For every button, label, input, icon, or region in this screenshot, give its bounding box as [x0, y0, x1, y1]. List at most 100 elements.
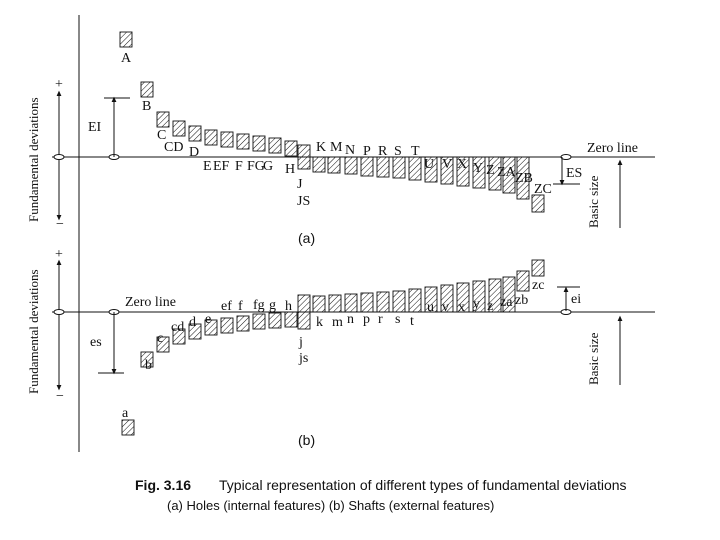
panel-a-deviation-box	[119, 31, 133, 48]
panel-b-letter: zc	[532, 278, 544, 293]
panel-b-deviation-box	[531, 259, 545, 277]
panel-a-letter: N	[345, 143, 355, 158]
panel-b-letter: n	[347, 312, 354, 327]
panel-a-minus: −	[56, 217, 64, 232]
panel-a-letter: F	[235, 159, 243, 174]
panel-b-letter: b	[145, 358, 152, 373]
panel-a-letter: G	[263, 159, 273, 174]
panel-b-letter: p	[363, 312, 370, 327]
panel-b-letter: t	[410, 314, 414, 329]
panel-b-plus: +	[55, 247, 63, 262]
panel-a-deviation-box	[236, 133, 250, 150]
panel-b-deviation-box	[440, 284, 454, 313]
panel-b-deviation-box	[502, 276, 516, 313]
panel-a-letter: FG	[247, 159, 265, 174]
panel-a-letter: J	[297, 177, 303, 192]
panel-a-letter: CD	[164, 140, 183, 155]
panel-a-axis-label: Fundamental deviations	[26, 97, 41, 222]
panel-b-deviation-box	[204, 319, 218, 336]
panel-b-letter: e	[205, 312, 211, 327]
panel-a-deviation-box	[440, 156, 454, 185]
panel-a-letter: M	[330, 140, 343, 155]
panel-a-deviation-box	[156, 111, 170, 128]
panel-b: Fundamental deviations + − es ei Zero li…	[26, 247, 655, 448]
panel-a-deviation-box	[252, 135, 266, 152]
panel-b-deviation-box	[472, 280, 486, 313]
panel-a-letter: H	[285, 162, 295, 177]
panel-a-letter: K	[316, 140, 326, 155]
panel-a-letter: X	[457, 157, 467, 172]
panel-b-deviation-box	[268, 312, 282, 329]
caption-figure-number: Fig. 3.16	[135, 477, 191, 493]
panel-a-zero-line-label: Zero line	[587, 141, 638, 156]
panel-b-axis-label: Fundamental deviations	[26, 269, 41, 394]
panel-b-deviation-box	[516, 270, 530, 292]
panel-b-deviation-box	[488, 278, 502, 313]
panel-b-deviation-box	[140, 351, 154, 368]
panel-a-letter: T	[411, 144, 420, 159]
panel-b-letter: f	[238, 299, 243, 314]
panel-b-letter: y	[473, 297, 480, 312]
panel-a-deviation-box	[297, 144, 311, 170]
panel-a-plus: +	[55, 77, 63, 92]
panel-b-deviation-box	[220, 317, 234, 334]
panel-a-letter: E	[203, 159, 212, 174]
panel-a-deviation-box	[516, 156, 530, 200]
panel-a-deviation-box	[456, 156, 470, 187]
panel-a-letter: V	[442, 157, 452, 172]
panel-b-deviation-box	[456, 282, 470, 313]
panel-a-letter: U	[424, 157, 434, 172]
panel-b-letter: c	[157, 331, 163, 346]
panel-b-deviation-box	[236, 315, 250, 332]
panel-a-basic-size-label: Basic size	[586, 175, 601, 228]
panel-a-deviation-box	[344, 156, 358, 175]
panel-b-letter: h	[285, 299, 292, 314]
panel-b-letter: k	[316, 315, 323, 330]
panel-a-deviation-box	[312, 156, 326, 173]
panel-b-letter: ef	[221, 299, 232, 314]
panel-a-letter: ZA	[497, 165, 517, 180]
panel-b-letter: fg	[253, 298, 265, 313]
panel-a-deviation-box	[172, 120, 186, 137]
panel-b-deviation-box	[328, 294, 342, 313]
panel-b-deviation-box	[297, 294, 311, 330]
panel-b-ei-label: ei	[571, 292, 581, 307]
panel-a-deviation-box	[360, 156, 374, 177]
panel-b-letter: j	[298, 335, 303, 350]
panel-a-letter: S	[394, 144, 402, 159]
panel-b-letter: z	[487, 299, 493, 314]
panel-b-deviation-box	[188, 323, 202, 340]
panel-a-tag: (a)	[298, 230, 315, 246]
panel-a-deviation-box	[531, 194, 545, 213]
caption-subtitle: (a) Holes (internal features) (b) Shafts…	[167, 498, 494, 513]
panel-a-deviation-box	[424, 156, 438, 183]
panel-b-deviation-box	[172, 328, 186, 345]
panel-b-deviation-box	[156, 336, 170, 353]
panel-b-letter: m	[332, 315, 343, 330]
panel-a-letter: B	[142, 99, 151, 114]
panel-a-deviation-box	[268, 137, 282, 154]
panel-a-letter: A	[121, 51, 132, 66]
panel-a-deviation-box	[488, 156, 502, 191]
panel-b-tag: (b)	[298, 432, 315, 448]
panel-b-deviation-box	[252, 313, 266, 330]
panel-b-letter: zb	[515, 293, 528, 308]
panel-a-letter: EF	[213, 159, 230, 174]
panel-b-deviation-box	[376, 291, 390, 313]
panel-b-letter: x	[458, 300, 465, 315]
panel-b-left-marker	[53, 309, 65, 315]
panel-b-deviation-box	[360, 292, 374, 313]
panel-a-deviation-box	[408, 156, 422, 181]
panel-a-es-label: ES	[566, 166, 582, 181]
panel-b-letter: za	[500, 295, 513, 310]
caption: Fig. 3.16 Typical representation of diff…	[135, 477, 627, 513]
panel-b-letter: r	[378, 312, 383, 327]
panel-b-letter: cd	[171, 320, 184, 335]
panel-a-deviation-box	[140, 81, 154, 98]
panel-a-deviation-box	[188, 125, 202, 142]
panel-a-deviation-box	[376, 156, 390, 178]
panel-a-hatched-boxes	[119, 31, 545, 213]
